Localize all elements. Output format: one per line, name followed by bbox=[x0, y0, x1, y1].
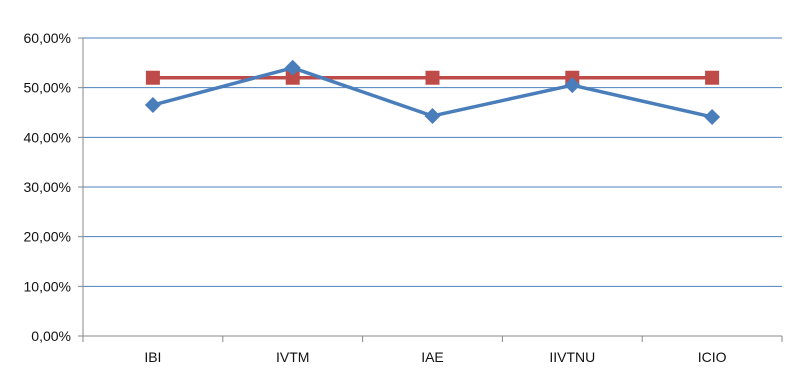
y-tick-label: 50,00% bbox=[24, 80, 71, 96]
data-point-diamond bbox=[424, 107, 441, 124]
x-category-label: IAE bbox=[421, 349, 444, 365]
data-point-square bbox=[285, 70, 300, 85]
y-tick-label: 0,00% bbox=[31, 328, 71, 344]
series-0 bbox=[144, 59, 721, 125]
y-tick-label: 10,00% bbox=[24, 278, 71, 294]
series-1 bbox=[145, 70, 720, 85]
data-point-square bbox=[145, 70, 160, 85]
x-category-label: IBI bbox=[144, 349, 161, 365]
x-category-label: IIVTNU bbox=[549, 349, 595, 365]
gridlines bbox=[83, 37, 782, 287]
y-axis-tick-labels: 0,00% 10,00% 20,00% 30,00% 40,00% 50,00% 60,00… bbox=[24, 30, 71, 344]
x-axis-category-labels: IBI IVTM IAE IIVTNU ICIO bbox=[144, 349, 726, 365]
x-category-label: IVTM bbox=[276, 349, 309, 365]
y-tick-label: 40,00% bbox=[24, 129, 71, 145]
data-point-square bbox=[425, 70, 440, 85]
data-point-square bbox=[705, 70, 720, 85]
data-series bbox=[144, 59, 721, 125]
data-point-diamond bbox=[144, 97, 161, 114]
axes bbox=[78, 37, 783, 342]
y-tick-label: 60,00% bbox=[24, 30, 71, 46]
data-point-diamond bbox=[564, 77, 581, 94]
x-category-label: ICIO bbox=[698, 349, 727, 365]
data-point-diamond bbox=[284, 59, 301, 76]
y-tick-label: 30,00% bbox=[24, 179, 71, 195]
data-point-diamond bbox=[704, 108, 721, 125]
y-tick-label: 20,00% bbox=[24, 229, 71, 245]
